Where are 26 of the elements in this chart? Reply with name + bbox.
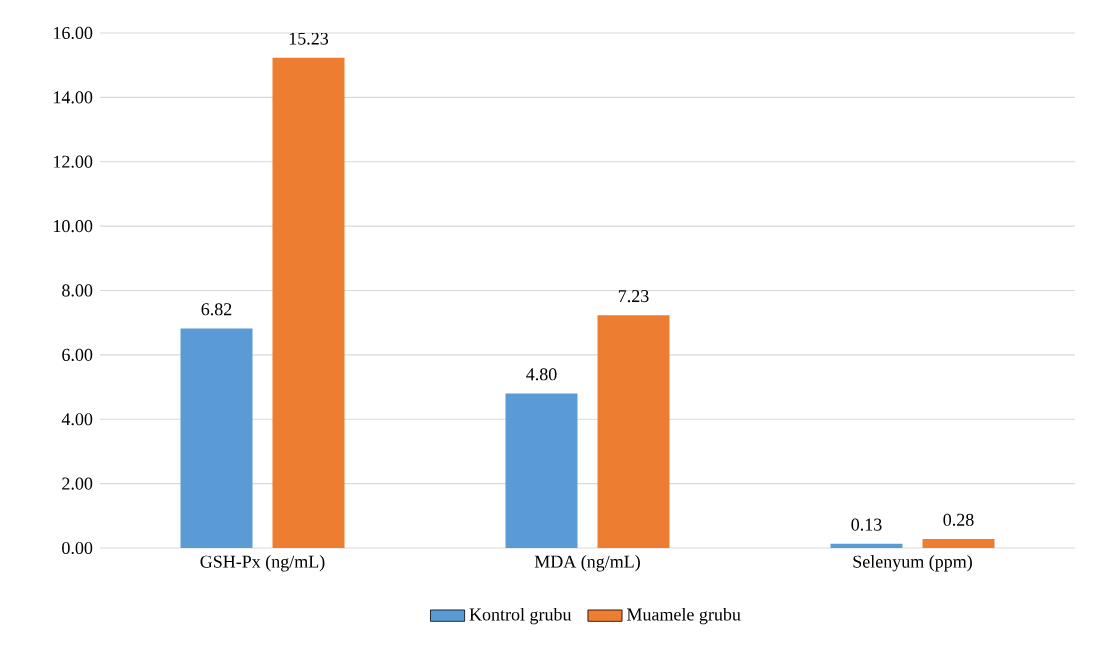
x-tick-label: GSH-Px (ng/mL) — [200, 555, 325, 572]
y-tick-label: 4.00 — [61, 413, 93, 426]
y-tick-label: 8.00 — [62, 284, 93, 297]
data-label: 4.80 — [526, 368, 557, 381]
data-label: 7.23 — [618, 290, 649, 303]
data-label: 0.13 — [851, 518, 882, 531]
y-tick-label: 6.00 — [62, 348, 93, 361]
bar — [922, 538, 995, 548]
bar — [272, 57, 345, 548]
legend-label: Muamele grubu — [626, 607, 741, 625]
y-tick-label: 2.00 — [62, 477, 93, 490]
data-label: 6.82 — [201, 303, 232, 316]
data-label: 0.28 — [943, 513, 974, 526]
x-tick-label: MDA (ng/mL) — [534, 555, 640, 572]
data-label: 15.23 — [289, 32, 329, 45]
x-tick-label: Selenyum (ppm) — [853, 555, 972, 572]
y-tick-label: 12.00 — [54, 155, 93, 168]
y-tick-label: 10.00 — [54, 220, 93, 233]
bar — [505, 393, 578, 548]
y-tick-label: 16.00 — [54, 26, 93, 40]
legend-label: Kontrol grubu — [469, 607, 572, 625]
y-tick-label: 14.00 — [54, 91, 93, 104]
bar — [830, 543, 903, 548]
bar — [597, 315, 670, 548]
bar — [180, 328, 253, 548]
y-tick-label: 0.00 — [62, 541, 93, 555]
